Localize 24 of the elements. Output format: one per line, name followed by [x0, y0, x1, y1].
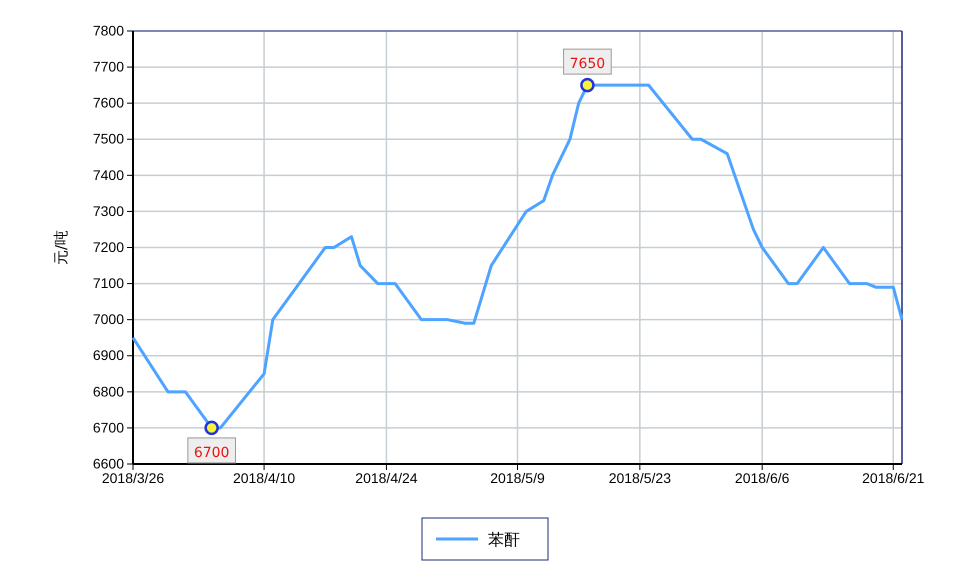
y-tick-label: 7800 [92, 22, 124, 38]
x-tick-label: 2018/5/23 [608, 470, 672, 486]
annotation: 6700 [194, 444, 230, 461]
y-tick-label: 7300 [92, 202, 124, 219]
y-tick-label: 6800 [92, 383, 124, 400]
y-axis-title: 元/吨 [52, 230, 70, 266]
y-tick-label: 7500 [92, 130, 124, 147]
x-tick-label: 2018/6/6 [734, 470, 790, 486]
y-tick-label: 7000 [92, 311, 124, 328]
annotation: 7650 [570, 56, 606, 72]
y-tick-label: 6700 [92, 419, 124, 436]
y-tick-label: 7700 [92, 58, 124, 75]
y-tick-label: 7600 [92, 94, 124, 111]
x-tick-label: 2018/5/9 [490, 470, 545, 486]
y-tick-label: 7200 [92, 238, 124, 255]
x-tick-label: 2018/4/10 [232, 470, 296, 486]
x-tick-label: 2018/3/26 [102, 470, 164, 486]
y-tick-label: 7400 [92, 166, 124, 183]
y-tick-label: 6600 [92, 455, 124, 472]
x-tick-label: 2018/4/24 [355, 470, 418, 486]
x-tick-label: 2018/6/21 [862, 470, 925, 486]
y-tick-label: 7100 [92, 275, 124, 292]
legend-label: 苯酐 [488, 530, 520, 549]
y-tick-label: 6900 [92, 347, 124, 364]
